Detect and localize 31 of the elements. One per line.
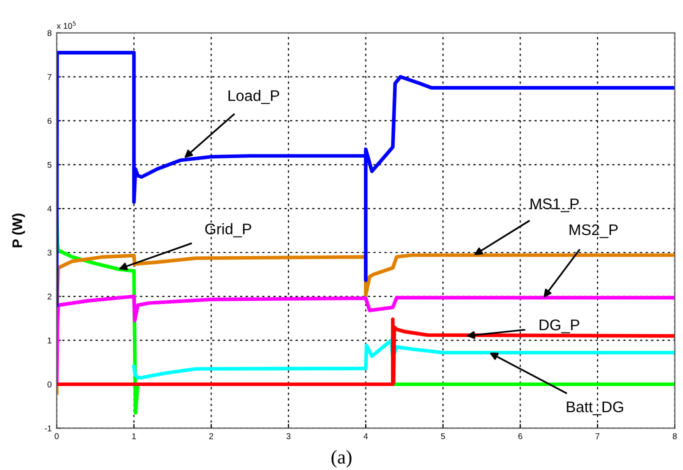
x-tick-label: 2: [209, 433, 214, 440]
y-tick-label: 2: [48, 294, 52, 300]
annotation: Batt_DG: [566, 401, 624, 416]
x-tick-label: 3: [286, 433, 290, 440]
line-series: [56, 50, 675, 307]
x-tick-label: 8: [672, 433, 677, 440]
y-tick-label: -1: [44, 425, 52, 432]
x-tick-label: 4: [364, 433, 368, 440]
annotation: MS1_P: [530, 198, 579, 212]
x-tick-label: 7: [596, 433, 600, 440]
text: x 10$^{5}$: [56, 21, 76, 29]
x-tick-label: 0: [54, 433, 59, 440]
text: (a): [332, 450, 352, 468]
x-tick-label: 1: [132, 433, 136, 440]
line-series: [132, 338, 675, 380]
y-tick-label: 1: [48, 338, 52, 344]
y-tick-label: 7: [48, 74, 52, 80]
y-tick-label: 8: [48, 30, 52, 36]
annotation: MS2_P: [570, 224, 618, 238]
y-axis-title: P (W): [12, 214, 25, 248]
annotation: Load_P: [228, 90, 280, 104]
y-tick-label: 3: [48, 250, 52, 256]
y-tick-label: 4: [47, 206, 52, 212]
x-tick-label: 6: [518, 433, 522, 440]
y-tick-label: 0: [48, 381, 52, 388]
y-tick-label: 6: [48, 118, 52, 124]
annotation: DG_P: [540, 320, 580, 334]
x-tick-label: 5: [441, 433, 445, 440]
line-series: [56, 317, 675, 386]
annotation: Grid_P: [205, 223, 252, 238]
y-tick-label: 5: [48, 162, 52, 168]
